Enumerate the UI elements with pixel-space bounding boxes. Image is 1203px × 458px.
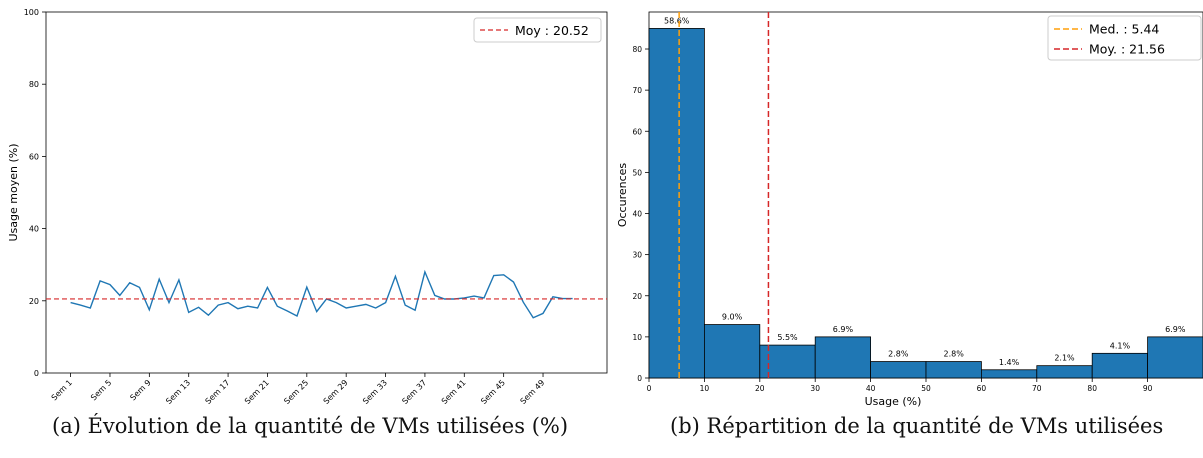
x-tick-label: Sem 21 [243, 378, 271, 406]
legend-box [1047, 15, 1202, 61]
bar-data-label: 2.8% [888, 350, 909, 359]
y-tick-label: 60 [29, 152, 39, 161]
legend-label: Moy : 20.52 [515, 23, 589, 38]
histogram-bar [981, 369, 1038, 379]
bar-data-label: 4.1% [1110, 341, 1131, 350]
y-tick-label: 20 [29, 297, 39, 306]
bar-data-label: 6.9% [1165, 325, 1186, 334]
x-tick-label: Sem 25 [282, 378, 310, 406]
y-tick-label: 20 [632, 292, 642, 301]
legend: Moy : 20.52 [473, 17, 602, 43]
histogram-bar [1091, 352, 1148, 379]
x-tick-label: 60 [977, 384, 987, 393]
bar-data-label: 1.4% [999, 358, 1020, 367]
y-tick-label: 40 [632, 210, 642, 219]
y-tick-label: 0 [637, 374, 642, 383]
x-tick-label: Sem 1 [50, 378, 74, 402]
bar-data-label: 6.9% [833, 325, 854, 334]
x-tick-label: 20 [755, 384, 765, 393]
y-tick-label: 30 [632, 251, 642, 260]
legend-box [473, 17, 602, 43]
y-axis-label: Usage moyen (%) [7, 144, 20, 242]
histogram-bar [925, 361, 982, 379]
x-tick-label: Sem 13 [164, 378, 192, 406]
x-tick-label: 50 [921, 384, 931, 393]
x-tick-label: 90 [1143, 384, 1153, 393]
y-tick-label: 80 [632, 45, 642, 54]
x-tick-label: Sem 29 [322, 378, 350, 406]
y-tick-label: 10 [632, 333, 642, 342]
histogram-bar [1147, 336, 1203, 379]
histogram-bar [870, 361, 927, 379]
y-tick-label: 60 [632, 127, 642, 136]
x-tick-label: Sem 9 [128, 378, 152, 402]
x-tick-label: Sem 49 [518, 378, 546, 406]
legend-label: Med. : 5.44 [1089, 22, 1159, 37]
x-tick-label: Sem 45 [479, 378, 507, 406]
x-tick-label: 80 [1087, 384, 1097, 393]
histogram-bar [648, 28, 705, 379]
x-tick-label: 0 [647, 384, 652, 393]
x-tick-label: Sem 33 [361, 378, 389, 406]
bar-data-label: 58.6% [664, 16, 690, 25]
bar-data-label: 5.5% [777, 333, 798, 342]
y-tick-label: 50 [632, 168, 642, 177]
x-tick-label: 40 [866, 384, 876, 393]
x-tick-label: 10 [700, 384, 710, 393]
histogram-bar [704, 324, 761, 379]
x-tick-label: Sem 37 [400, 378, 428, 406]
series-line [70, 269, 573, 319]
legend: Med. : 5.44 Moy. : 21.56 [1047, 15, 1202, 61]
bar-data-label: 2.8% [944, 350, 965, 359]
bar-data-label: 2.1% [1054, 354, 1075, 363]
histogram-usage-distribution: 58.6% 9.0% 5.5% 6.9% 2.8% 2.8% 1.4% 2.1% 4.1% 6.9… [616, 11, 1203, 408]
y-tick-label: 100 [24, 8, 39, 17]
x-tick-label: 70 [1032, 384, 1042, 393]
x-axis-label: Usage (%) [865, 395, 922, 408]
plot-frame [45, 11, 608, 374]
caption-b: (b) Répartition de la quantité de VMs ut… [670, 414, 1164, 438]
plot-frame [648, 11, 1203, 379]
histogram-bar [1036, 365, 1093, 379]
bar-data-label: 9.0% [722, 313, 743, 322]
histogram-bar [814, 336, 872, 379]
y-tick-label: 40 [29, 225, 39, 234]
x-tick-label: Sem 41 [440, 378, 468, 406]
caption-a: (a) Évolution de la quantité de VMs util… [52, 414, 569, 438]
y-tick-label: 80 [29, 80, 39, 89]
y-tick-label: 0 [34, 369, 39, 378]
y-axis-label: Occurences [616, 163, 629, 228]
x-tick-label: 30 [810, 384, 820, 393]
x-tick-label: Sem 5 [89, 378, 113, 402]
x-tick-label: Sem 17 [204, 378, 232, 406]
line-chart-usage-evolution: 0 20 40 60 80 100 Sem 1 Sem 5 Sem 9 Sem 13 Sem 17 S… [7, 8, 608, 406]
legend-label: Moy. : 21.56 [1089, 42, 1165, 57]
y-tick-label: 70 [632, 86, 642, 95]
